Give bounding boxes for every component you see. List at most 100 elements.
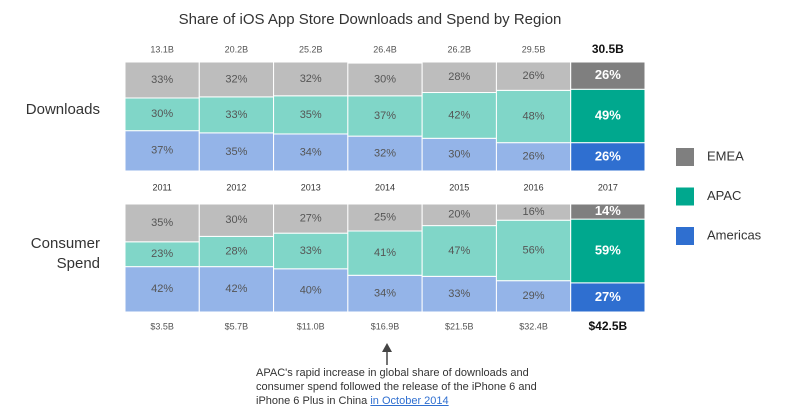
x-tick-label: 2017 bbox=[598, 182, 618, 192]
data-label: 34% bbox=[374, 288, 396, 300]
bar-segment bbox=[124, 61, 200, 99]
row-label: Consumer Spend bbox=[30, 235, 100, 272]
data-label: 37% bbox=[374, 110, 396, 122]
total-label: 26.4B bbox=[373, 44, 397, 54]
data-label: 48% bbox=[523, 110, 545, 122]
data-label: 40% bbox=[300, 284, 322, 296]
data-label: 33% bbox=[225, 109, 247, 121]
bar-segment bbox=[347, 135, 423, 172]
bar-segment bbox=[570, 142, 646, 172]
data-label: 30% bbox=[151, 108, 173, 120]
data-label: 37% bbox=[151, 145, 173, 157]
data-label: 49% bbox=[595, 107, 621, 122]
bar-segment bbox=[570, 88, 646, 144]
total-label: 29.5B bbox=[522, 44, 546, 54]
data-label: 30% bbox=[448, 149, 470, 161]
data-label: 35% bbox=[300, 109, 322, 121]
data-label: 32% bbox=[225, 73, 247, 85]
bar-segment bbox=[421, 92, 497, 139]
bar-segment bbox=[570, 203, 646, 220]
x-tick-label: 2014 bbox=[375, 182, 395, 192]
data-label: 26% bbox=[595, 148, 621, 163]
bar-segment bbox=[347, 274, 423, 313]
bar-segment bbox=[421, 225, 497, 277]
chart-title: Share of iOS App Store Downloads and Spe… bbox=[179, 11, 562, 28]
legend-label: EMEA bbox=[707, 148, 744, 163]
data-label: 33% bbox=[151, 74, 173, 86]
total-label: $42.5B bbox=[589, 319, 628, 333]
total-label: 26.2B bbox=[448, 44, 472, 54]
data-label: 26% bbox=[595, 67, 621, 82]
bar-segment bbox=[347, 95, 423, 137]
annotation-text: APAC's rapid increase in global share of… bbox=[256, 367, 537, 407]
data-label: 35% bbox=[151, 217, 173, 229]
total-label: 30.5B bbox=[592, 42, 624, 56]
total-label: $5.7B bbox=[225, 321, 249, 331]
x-tick-label: 2016 bbox=[524, 182, 544, 192]
data-label: 42% bbox=[225, 283, 247, 295]
annotation-link[interactable]: in October 2014 bbox=[370, 395, 449, 407]
data-label: 26% bbox=[523, 151, 545, 163]
bar-segment bbox=[198, 235, 275, 268]
data-label: 42% bbox=[151, 283, 173, 295]
bar-segment bbox=[273, 61, 349, 97]
total-label: $16.9B bbox=[371, 321, 400, 331]
data-label: 33% bbox=[448, 288, 470, 300]
data-label: 30% bbox=[225, 214, 247, 226]
data-label: 27% bbox=[595, 289, 621, 304]
x-tick-label: 2011 bbox=[152, 182, 171, 192]
data-label: 42% bbox=[448, 109, 470, 121]
bar-segment bbox=[570, 61, 646, 90]
data-label: 41% bbox=[374, 247, 396, 259]
data-label: 14% bbox=[595, 203, 621, 218]
total-label: 20.2B bbox=[225, 44, 249, 54]
bar-segment bbox=[421, 61, 497, 94]
bar-segment bbox=[347, 203, 423, 232]
total-label: 25.2B bbox=[299, 44, 323, 54]
bar-segment bbox=[495, 89, 572, 144]
row-label: Downloads bbox=[25, 101, 100, 118]
total-label: 13.1B bbox=[150, 44, 174, 54]
data-label: 20% bbox=[448, 209, 470, 221]
data-label: 23% bbox=[151, 248, 173, 260]
total-label: $21.5B bbox=[445, 321, 474, 331]
legend-swatch bbox=[676, 187, 694, 206]
x-tick-label: 2015 bbox=[449, 182, 469, 192]
bar-segment bbox=[421, 137, 497, 172]
annotation-arrowhead bbox=[382, 343, 392, 352]
bar-segment bbox=[495, 280, 572, 313]
data-label: 56% bbox=[523, 244, 545, 256]
data-label: 28% bbox=[448, 71, 470, 83]
data-label: 27% bbox=[300, 212, 322, 224]
bar-segment bbox=[570, 282, 646, 313]
bar-segment bbox=[198, 203, 275, 237]
legend-label: APAC bbox=[707, 188, 741, 203]
data-label: 47% bbox=[448, 245, 470, 257]
data-label: 33% bbox=[300, 245, 322, 257]
data-label: 59% bbox=[595, 242, 621, 257]
x-tick-label: 2013 bbox=[301, 182, 321, 192]
data-label: 30% bbox=[374, 73, 396, 85]
bar-segment bbox=[273, 268, 349, 313]
bar-segment bbox=[347, 230, 423, 276]
bar-segment bbox=[495, 142, 572, 172]
data-label: 35% bbox=[225, 146, 247, 158]
legend-swatch bbox=[676, 148, 694, 166]
data-label: 26% bbox=[523, 70, 545, 82]
annotation: APAC's rapid increase in global share of… bbox=[256, 366, 556, 408]
bar-segment bbox=[273, 232, 349, 270]
data-label: 29% bbox=[523, 290, 545, 302]
bar-segment bbox=[495, 61, 572, 91]
bar-segment bbox=[198, 61, 275, 98]
bar-segment bbox=[273, 203, 349, 234]
data-label: 28% bbox=[225, 245, 247, 257]
data-label: 32% bbox=[374, 147, 396, 159]
bar-segment bbox=[495, 219, 572, 282]
bar-segment bbox=[124, 97, 200, 132]
legend-label: Americas bbox=[707, 227, 762, 242]
total-label: $3.5B bbox=[150, 321, 174, 331]
data-label: 16% bbox=[523, 206, 545, 218]
x-tick-label: 2012 bbox=[226, 182, 246, 192]
